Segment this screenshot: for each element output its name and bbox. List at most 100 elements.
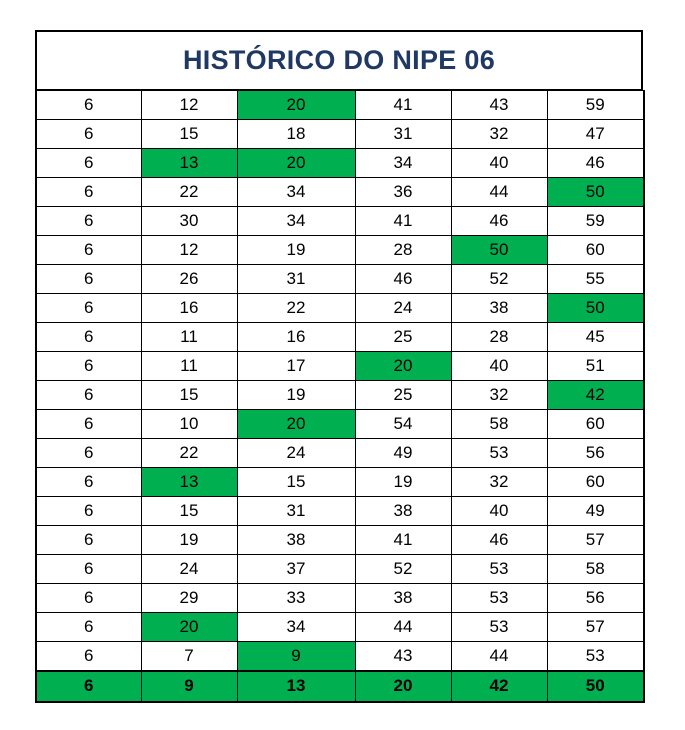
table-cell[interactable]: 46 — [354, 264, 452, 294]
table-cell[interactable]: 43 — [450, 90, 548, 120]
highlighted-cell[interactable]: 20 — [140, 612, 238, 642]
table-cell[interactable]: 32 — [450, 467, 548, 497]
table-cell[interactable]: 41 — [354, 90, 452, 120]
table-cell[interactable]: 11 — [140, 322, 238, 352]
table-cell[interactable]: 31 — [236, 264, 356, 294]
table-cell[interactable]: 40 — [450, 148, 548, 178]
table-cell[interactable]: 60 — [546, 409, 645, 439]
table-cell[interactable]: 26 — [140, 264, 238, 294]
highlighted-cell[interactable]: 50 — [546, 293, 645, 323]
table-cell[interactable]: 46 — [450, 525, 548, 555]
table-cell[interactable]: 11 — [140, 351, 238, 381]
table-cell[interactable]: 6 — [35, 119, 142, 149]
table-cell[interactable]: 43 — [354, 641, 452, 671]
table-cell[interactable]: 57 — [546, 612, 645, 642]
table-cell[interactable]: 46 — [546, 148, 645, 178]
table-cell[interactable]: 24 — [140, 554, 238, 584]
table-cell[interactable]: 53 — [450, 554, 548, 584]
highlighted-cell[interactable]: 20 — [354, 351, 452, 381]
table-cell[interactable]: 34 — [236, 177, 356, 207]
table-cell[interactable]: 41 — [354, 206, 452, 236]
table-cell[interactable]: 25 — [354, 380, 452, 410]
table-cell[interactable]: 41 — [354, 525, 452, 555]
table-cell[interactable]: 53 — [546, 641, 645, 671]
table-cell[interactable]: 44 — [450, 641, 548, 671]
table-cell[interactable]: 40 — [450, 351, 548, 381]
table-cell[interactable]: 30 — [140, 206, 238, 236]
table-cell[interactable]: 6 — [35, 583, 142, 613]
summary-cell[interactable]: 42 — [450, 669, 548, 703]
summary-cell[interactable]: 6 — [35, 669, 142, 703]
table-cell[interactable]: 6 — [35, 235, 142, 265]
table-cell[interactable]: 59 — [546, 206, 645, 236]
table-cell[interactable]: 53 — [450, 583, 548, 613]
table-cell[interactable]: 10 — [140, 409, 238, 439]
table-cell[interactable]: 12 — [140, 90, 238, 120]
table-cell[interactable]: 44 — [450, 177, 548, 207]
table-cell[interactable]: 6 — [35, 409, 142, 439]
table-cell[interactable]: 6 — [35, 293, 142, 323]
table-cell[interactable]: 32 — [450, 119, 548, 149]
table-cell[interactable]: 45 — [546, 322, 645, 352]
table-cell[interactable]: 34 — [354, 148, 452, 178]
table-cell[interactable]: 52 — [450, 264, 548, 294]
table-cell[interactable]: 40 — [450, 496, 548, 526]
table-cell[interactable]: 16 — [236, 322, 356, 352]
table-cell[interactable]: 56 — [546, 583, 645, 613]
table-cell[interactable]: 31 — [236, 496, 356, 526]
table-cell[interactable]: 22 — [140, 438, 238, 468]
table-cell[interactable]: 47 — [546, 119, 645, 149]
table-cell[interactable]: 46 — [450, 206, 548, 236]
table-cell[interactable]: 6 — [35, 380, 142, 410]
table-cell[interactable]: 38 — [236, 525, 356, 555]
table-cell[interactable]: 38 — [450, 293, 548, 323]
table-cell[interactable]: 24 — [236, 438, 356, 468]
table-cell[interactable]: 6 — [35, 438, 142, 468]
table-cell[interactable]: 19 — [354, 467, 452, 497]
highlighted-cell[interactable]: 50 — [546, 177, 645, 207]
table-cell[interactable]: 15 — [236, 467, 356, 497]
table-cell[interactable]: 18 — [236, 119, 356, 149]
table-cell[interactable]: 56 — [546, 438, 645, 468]
summary-cell[interactable]: 50 — [546, 669, 645, 703]
table-cell[interactable]: 54 — [354, 409, 452, 439]
table-cell[interactable]: 6 — [35, 148, 142, 178]
table-cell[interactable]: 49 — [546, 496, 645, 526]
summary-cell[interactable]: 13 — [236, 669, 356, 703]
table-cell[interactable]: 6 — [35, 351, 142, 381]
table-cell[interactable]: 22 — [236, 293, 356, 323]
summary-cell[interactable]: 9 — [140, 669, 238, 703]
table-cell[interactable]: 17 — [236, 351, 356, 381]
highlighted-cell[interactable]: 9 — [236, 641, 356, 671]
table-cell[interactable]: 12 — [140, 235, 238, 265]
table-cell[interactable]: 55 — [546, 264, 645, 294]
table-cell[interactable]: 33 — [236, 583, 356, 613]
table-cell[interactable]: 32 — [450, 380, 548, 410]
table-cell[interactable]: 16 — [140, 293, 238, 323]
table-cell[interactable]: 57 — [546, 525, 645, 555]
table-cell[interactable]: 6 — [35, 641, 142, 671]
table-cell[interactable]: 60 — [546, 467, 645, 497]
table-cell[interactable]: 53 — [450, 438, 548, 468]
table-cell[interactable]: 6 — [35, 525, 142, 555]
table-cell[interactable]: 6 — [35, 322, 142, 352]
highlighted-cell[interactable]: 50 — [450, 235, 548, 265]
table-cell[interactable]: 19 — [236, 235, 356, 265]
table-cell[interactable]: 6 — [35, 467, 142, 497]
table-cell[interactable]: 6 — [35, 264, 142, 294]
table-cell[interactable]: 19 — [140, 525, 238, 555]
table-cell[interactable]: 44 — [354, 612, 452, 642]
highlighted-cell[interactable]: 20 — [236, 90, 356, 120]
table-cell[interactable]: 7 — [140, 641, 238, 671]
table-cell[interactable]: 6 — [35, 90, 142, 120]
table-cell[interactable]: 19 — [236, 380, 356, 410]
table-cell[interactable]: 29 — [140, 583, 238, 613]
title-cell[interactable]: HISTÓRICO DO NIPE 06 — [35, 30, 643, 90]
table-cell[interactable]: 60 — [546, 235, 645, 265]
table-cell[interactable]: 25 — [354, 322, 452, 352]
highlighted-cell[interactable]: 13 — [140, 467, 238, 497]
table-cell[interactable]: 6 — [35, 177, 142, 207]
table-cell[interactable]: 15 — [140, 119, 238, 149]
table-cell[interactable]: 51 — [546, 351, 645, 381]
table-cell[interactable]: 38 — [354, 583, 452, 613]
